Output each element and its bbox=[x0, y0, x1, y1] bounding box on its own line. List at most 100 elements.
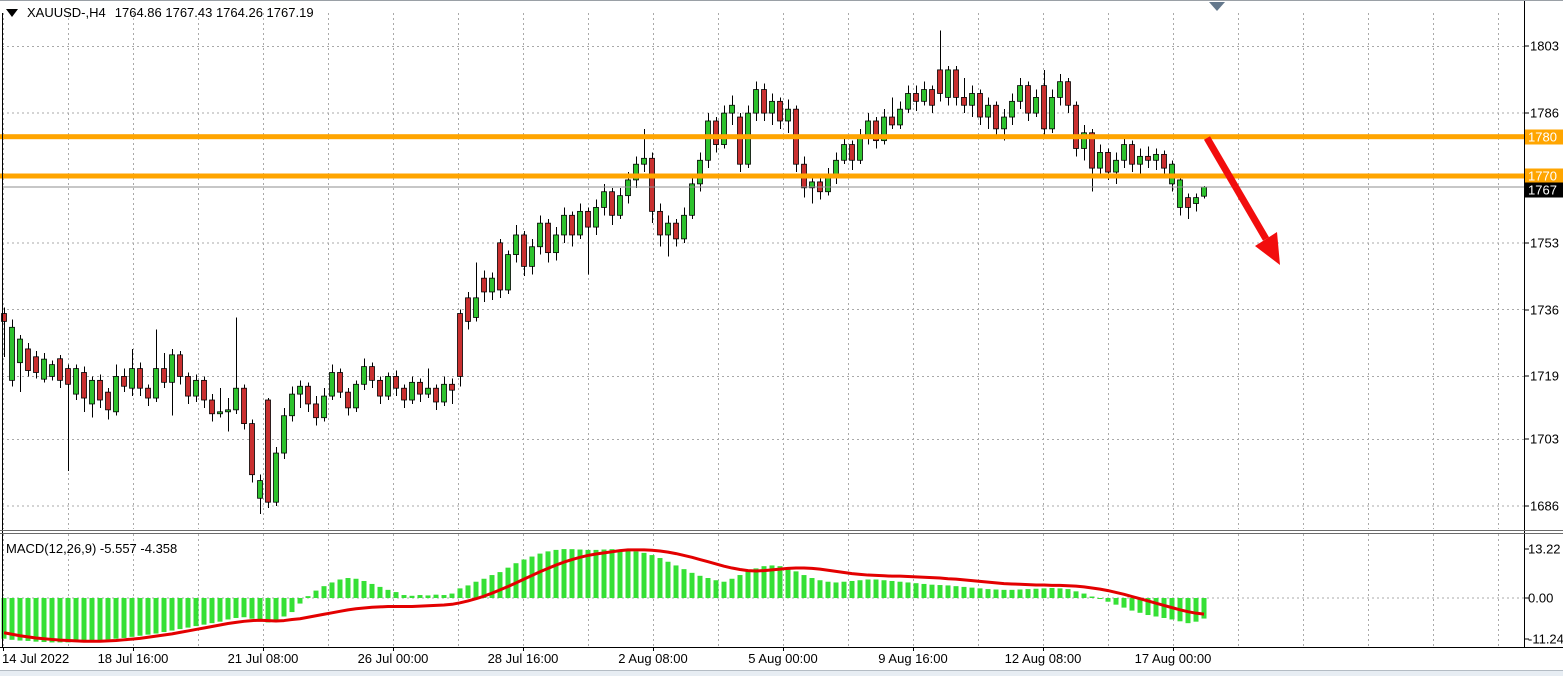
macd-histogram-bar bbox=[33, 598, 39, 642]
candle-body bbox=[89, 379, 95, 405]
macd-histogram-bar bbox=[689, 572, 695, 598]
macd-histogram-bar bbox=[697, 575, 703, 598]
price-axis-label: 1803 bbox=[1530, 38, 1559, 54]
candle-body bbox=[105, 391, 111, 411]
symbol-timeframe: XAUUSD-,H4 bbox=[27, 5, 106, 20]
macd-histogram-bar bbox=[1113, 598, 1119, 605]
candle-body bbox=[1041, 85, 1047, 130]
candle-body bbox=[641, 157, 647, 165]
macd-histogram-bar bbox=[969, 587, 975, 598]
candle-body bbox=[305, 385, 311, 405]
macd-histogram-bar bbox=[633, 551, 639, 598]
candle-body bbox=[1121, 144, 1127, 161]
macd-histogram-bar bbox=[657, 558, 663, 598]
macd-histogram-bar bbox=[193, 598, 199, 627]
candle-body bbox=[169, 354, 175, 383]
candle-body bbox=[521, 234, 527, 267]
macd-histogram-bar bbox=[577, 549, 583, 598]
candle-body bbox=[217, 411, 223, 415]
price-level-badge[interactable]: 1780 bbox=[1525, 129, 1563, 145]
macd-histogram-bar bbox=[409, 595, 415, 598]
macd-histogram-bar bbox=[441, 595, 447, 598]
candle-body bbox=[1193, 197, 1199, 204]
macd-histogram-bar bbox=[257, 598, 263, 621]
candle-body bbox=[977, 93, 983, 118]
macd-histogram-bar bbox=[329, 582, 335, 598]
macd-histogram-bar bbox=[353, 578, 359, 598]
candle-body bbox=[1105, 152, 1111, 173]
candle-body bbox=[1033, 97, 1039, 114]
macd-histogram-bar bbox=[1193, 598, 1199, 622]
candle-body bbox=[377, 379, 383, 397]
macd-histogram-bar bbox=[961, 586, 967, 598]
macd-histogram-bar bbox=[913, 583, 919, 598]
down-arrow-head[interactable] bbox=[1255, 232, 1280, 265]
macd-histogram-bar bbox=[25, 598, 31, 641]
macd-histogram-bar bbox=[425, 595, 431, 598]
candle-body bbox=[281, 415, 287, 454]
macd-histogram-bar bbox=[281, 598, 287, 617]
time-axis-label: 14 Jul 2022 bbox=[2, 651, 70, 666]
candle-body bbox=[945, 69, 951, 98]
candle-body bbox=[697, 159, 703, 185]
candle-body bbox=[937, 69, 943, 94]
macd-axis-label: -11.24 bbox=[1528, 631, 1563, 647]
candle-body bbox=[1017, 85, 1023, 102]
resistance-line[interactable] bbox=[0, 173, 1524, 179]
macd-histogram-bar bbox=[345, 578, 351, 598]
macd-histogram-bar bbox=[1137, 598, 1143, 613]
candle-body bbox=[201, 379, 207, 401]
candle-body bbox=[457, 313, 463, 377]
macd-histogram-bar bbox=[585, 549, 591, 598]
price-level-badge[interactable]: 1770 bbox=[1525, 168, 1563, 184]
candle-body bbox=[921, 89, 927, 102]
macd-histogram-bar bbox=[169, 598, 175, 631]
macd-indicator-label: MACD(12,26,9) -5.557 -4.358 bbox=[6, 541, 178, 556]
candle-body bbox=[353, 383, 359, 409]
candle-body bbox=[881, 116, 887, 142]
candle-body bbox=[233, 387, 239, 411]
macd-histogram-bar bbox=[129, 598, 135, 637]
chart-shift-marker-icon[interactable] bbox=[1209, 2, 1225, 11]
candle-body bbox=[913, 93, 919, 102]
macd-histogram-bar bbox=[457, 588, 463, 598]
candle-body bbox=[473, 297, 479, 318]
macd-histogram-bar bbox=[745, 571, 751, 598]
macd-histogram-bar bbox=[993, 589, 999, 598]
price-axis-label: 1736 bbox=[1530, 302, 1559, 318]
candle-body bbox=[417, 381, 423, 395]
macd-histogram-bar bbox=[465, 585, 471, 598]
candle-body bbox=[761, 89, 767, 114]
price-axis-label: 1703 bbox=[1530, 431, 1559, 447]
resistance-line[interactable] bbox=[0, 134, 1524, 140]
macd-histogram-bar bbox=[241, 598, 247, 618]
macd-histogram-bar bbox=[65, 598, 71, 643]
macd-histogram-bar bbox=[1089, 596, 1095, 598]
candle-body bbox=[489, 277, 495, 293]
macd-histogram-bar bbox=[1025, 589, 1031, 598]
candle-body bbox=[9, 326, 15, 381]
candle-body bbox=[993, 104, 999, 130]
macd-histogram-bar bbox=[777, 566, 783, 598]
macd-histogram-bar bbox=[593, 549, 599, 598]
candle-body bbox=[1073, 104, 1079, 149]
candle-body bbox=[97, 379, 103, 401]
candle-body bbox=[705, 120, 711, 161]
down-arrow-shaft[interactable] bbox=[1203, 136, 1270, 241]
macd-histogram-bar bbox=[673, 565, 679, 598]
macd-histogram-bar bbox=[705, 578, 711, 598]
candle-body bbox=[585, 210, 591, 228]
macd-histogram-bar bbox=[833, 582, 839, 598]
macd-axis-label: 13.22 bbox=[1528, 541, 1561, 557]
macd-histogram-bar bbox=[569, 549, 575, 598]
candle-body bbox=[841, 144, 847, 161]
candle-body bbox=[569, 214, 575, 236]
candle-body bbox=[273, 452, 279, 503]
macd-histogram-bar bbox=[377, 586, 383, 598]
candle-body bbox=[121, 376, 127, 387]
candle-body bbox=[465, 297, 471, 322]
macd-histogram-bar bbox=[985, 589, 991, 598]
candle-body bbox=[561, 214, 567, 236]
candle-body bbox=[1113, 159, 1119, 173]
